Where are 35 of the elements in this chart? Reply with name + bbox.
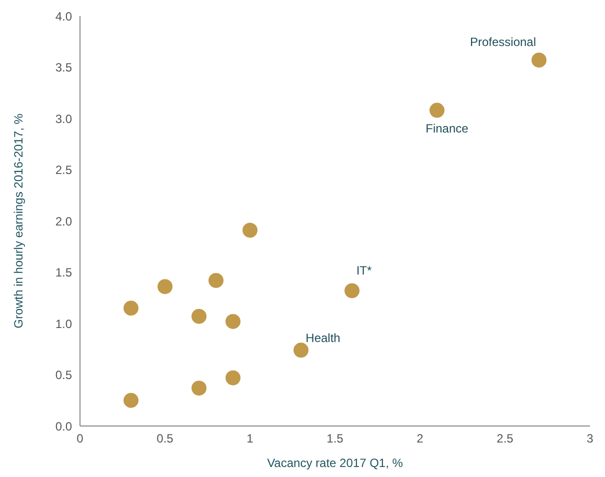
point <box>208 272 224 288</box>
y-tick-label: 3.0 <box>55 112 72 126</box>
y-tick-label: 0.0 <box>55 419 72 434</box>
y-tick-label: 2.0 <box>55 214 72 228</box>
annotation: Professional <box>470 35 536 50</box>
point <box>124 392 138 408</box>
point <box>242 222 258 238</box>
point <box>192 308 206 324</box>
y-axis-title: Growth in hourly earnings 2016-2017, % <box>11 113 26 328</box>
y-tick-label: 3.5 <box>55 60 72 75</box>
point <box>192 380 206 396</box>
x-tick-label: 0.5 <box>156 432 174 446</box>
y-tick-label: 1.0 <box>55 316 72 331</box>
annotation: Finance <box>426 121 469 136</box>
point <box>532 52 546 68</box>
point <box>430 102 444 118</box>
y-tick-label: 1.5 <box>55 266 72 280</box>
x-tick-label: 1 <box>246 432 254 446</box>
point <box>124 300 138 316</box>
x-tick-label: 3 <box>586 432 594 446</box>
annotation: Health <box>306 331 340 346</box>
point <box>294 342 308 358</box>
x-tick-label: 1.5 <box>326 432 344 446</box>
x-tick-label: 0 <box>76 432 84 446</box>
point <box>226 370 240 386</box>
x-axis-title: Vacancy rate 2017 Q1, % <box>267 456 404 470</box>
point <box>226 314 240 329</box>
point <box>158 279 172 294</box>
y-tick-label: 2.5 <box>55 163 72 178</box>
x-tick-label: 2.5 <box>496 432 514 446</box>
y-tick-label: 4.0 <box>55 9 72 24</box>
annotation: IT* <box>356 264 372 278</box>
y-tick-label: 0.5 <box>55 368 72 382</box>
point <box>344 283 360 298</box>
x-tick-label: 2 <box>416 432 424 446</box>
